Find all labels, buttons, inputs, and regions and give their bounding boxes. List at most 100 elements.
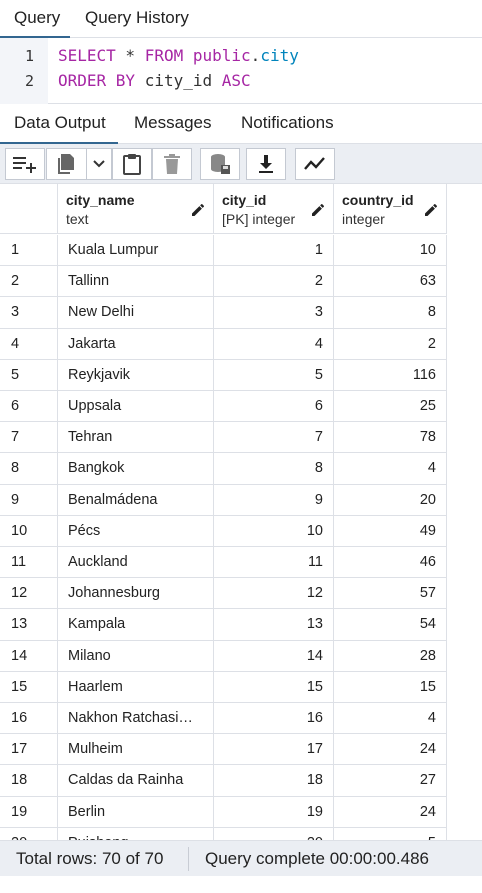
table-row[interactable]: 2 Tallinn 2 63 xyxy=(0,266,447,298)
cell-country-id[interactable]: 4 xyxy=(334,453,447,485)
row-number-cell[interactable]: 13 xyxy=(0,609,58,641)
cell-city-id[interactable]: 17 xyxy=(214,734,334,766)
tab-data-output[interactable]: Data Output xyxy=(0,104,118,145)
table-row[interactable]: 5 Reykjavik 5 116 xyxy=(0,359,447,391)
cell-city-id[interactable]: 12 xyxy=(214,578,334,610)
cell-city-id[interactable]: 4 xyxy=(214,328,334,360)
cell-country-id[interactable]: 49 xyxy=(334,515,447,547)
cell-city-id[interactable]: 19 xyxy=(214,796,334,828)
row-number-cell[interactable]: 1 xyxy=(0,235,58,267)
copy-button[interactable] xyxy=(46,148,86,180)
cell-city-name[interactable]: Benalmádena xyxy=(58,484,214,516)
cell-city-name[interactable]: Tallinn xyxy=(58,266,214,298)
cell-country-id[interactable]: 10 xyxy=(334,235,447,267)
table-row[interactable]: 20Puishong205 xyxy=(0,827,447,840)
table-row[interactable]: 6 Uppsala 6 25 xyxy=(0,391,447,423)
cell-city-name[interactable]: Berlin xyxy=(58,796,214,828)
cell-country-id[interactable]: 54 xyxy=(334,609,447,641)
cell-city-id[interactable]: 2 xyxy=(214,266,334,298)
cell-city-id[interactable]: 11 xyxy=(214,547,334,579)
cell-city-name[interactable]: Milano xyxy=(58,640,214,672)
table-row[interactable]: 11 Auckland 11 46 xyxy=(0,547,447,579)
pencil-icon[interactable] xyxy=(311,203,325,222)
cell-city-id[interactable]: 15 xyxy=(214,671,334,703)
table-row[interactable]: 12 Johannesburg 12 57 xyxy=(0,578,447,610)
cell-city-name[interactable]: Mulheim xyxy=(58,734,214,766)
cell-city-id[interactable]: 3 xyxy=(214,297,334,329)
pencil-icon[interactable] xyxy=(424,203,438,222)
cell-city-id[interactable]: 14 xyxy=(214,640,334,672)
cell-city-name[interactable]: Kuala Lumpur xyxy=(58,235,214,267)
cell-country-id[interactable]: 116 xyxy=(334,359,447,391)
table-row[interactable]: 14 Milano 14 28 xyxy=(0,640,447,672)
cell-city-id[interactable]: 8 xyxy=(214,453,334,485)
cell-country-id[interactable]: 78 xyxy=(334,422,447,454)
cell-city-name[interactable]: Tehran xyxy=(58,422,214,454)
row-number-cell[interactable]: 20 xyxy=(0,827,58,840)
row-number-cell[interactable]: 18 xyxy=(0,765,58,797)
cell-country-id[interactable]: 28 xyxy=(334,640,447,672)
cell-city-id[interactable]: 1 xyxy=(214,235,334,267)
cell-country-id[interactable]: 4 xyxy=(334,703,447,735)
row-number-cell[interactable]: 7 xyxy=(0,422,58,454)
cell-country-id[interactable]: 24 xyxy=(334,796,447,828)
cell-city-name[interactable]: Puishong xyxy=(58,827,214,840)
row-number-cell[interactable]: 9 xyxy=(0,484,58,516)
table-row[interactable]: 7 Tehran 7 78 xyxy=(0,422,447,454)
code-line-2[interactable]: ORDER BY city_id ASC xyxy=(58,71,251,90)
table-row[interactable]: 15 Haarlem 15 15 xyxy=(0,671,447,703)
pencil-icon[interactable] xyxy=(191,203,205,222)
cell-country-id[interactable]: 15 xyxy=(334,671,447,703)
cell-country-id[interactable]: 63 xyxy=(334,266,447,298)
copy-options-dropdown[interactable] xyxy=(86,148,112,180)
row-number-cell[interactable]: 17 xyxy=(0,734,58,766)
cell-city-name[interactable]: Bangkok xyxy=(58,453,214,485)
cell-city-name[interactable]: Jakarta xyxy=(58,328,214,360)
table-row[interactable]: 4 Jakarta 4 2 xyxy=(0,328,447,360)
table-row[interactable]: 10 Pécs 10 49 xyxy=(0,515,447,547)
table-row[interactable]: 3 New Delhi 3 8 xyxy=(0,297,447,329)
row-number-cell[interactable]: 19 xyxy=(0,796,58,828)
cell-country-id[interactable]: 20 xyxy=(334,484,447,516)
cell-city-id[interactable]: 9 xyxy=(214,484,334,516)
cell-city-name[interactable]: Johannesburg xyxy=(58,578,214,610)
column-header-city-id[interactable]: city_id [PK] integer xyxy=(214,184,334,234)
column-header-city-name[interactable]: city_name text xyxy=(58,184,214,234)
cell-city-name[interactable]: Kampala xyxy=(58,609,214,641)
code-line-1[interactable]: SELECT * FROM public.city xyxy=(58,46,299,65)
row-number-cell[interactable]: 14 xyxy=(0,640,58,672)
table-row[interactable]: 9 Benalmádena 9 20 xyxy=(0,484,447,516)
paste-button[interactable] xyxy=(112,148,152,180)
table-row[interactable]: 8 Bangkok 8 4 xyxy=(0,453,447,485)
tab-query-history[interactable]: Query History xyxy=(85,8,189,27)
cell-city-id[interactable]: 16 xyxy=(214,703,334,735)
cell-city-name[interactable]: Reykjavik xyxy=(58,359,214,391)
cell-country-id[interactable]: 2 xyxy=(334,328,447,360)
row-number-cell[interactable]: 11 xyxy=(0,547,58,579)
cell-city-id[interactable]: 13 xyxy=(214,609,334,641)
row-number-cell[interactable]: 16 xyxy=(0,703,58,735)
sql-editor[interactable]: 1 2 SELECT * FROM public.city ORDER BY c… xyxy=(0,38,482,104)
table-row[interactable]: 13 Kampala 13 54 xyxy=(0,609,447,641)
table-row[interactable]: 1 Kuala Lumpur 1 10 xyxy=(0,235,447,267)
row-number-cell[interactable]: 2 xyxy=(0,266,58,298)
data-grid[interactable]: city_name text city_id [PK] integer coun… xyxy=(0,184,482,840)
cell-city-id[interactable]: 20 xyxy=(214,827,334,840)
table-row[interactable]: 18 Caldas da Rainha 18 27 xyxy=(0,765,447,797)
cell-city-name[interactable]: New Delhi xyxy=(58,297,214,329)
tab-query[interactable]: Query xyxy=(0,0,71,39)
cell-city-name[interactable]: Haarlem xyxy=(58,671,214,703)
cell-city-name[interactable]: Uppsala xyxy=(58,391,214,423)
cell-city-name[interactable]: Pécs xyxy=(58,515,214,547)
cell-city-id[interactable]: 10 xyxy=(214,515,334,547)
cell-city-name[interactable]: Auckland xyxy=(58,547,214,579)
row-number-cell[interactable]: 4 xyxy=(0,328,58,360)
row-number-cell[interactable]: 15 xyxy=(0,671,58,703)
row-number-cell[interactable]: 10 xyxy=(0,515,58,547)
cell-city-id[interactable]: 5 xyxy=(214,359,334,391)
cell-country-id[interactable]: 25 xyxy=(334,391,447,423)
cell-country-id[interactable]: 57 xyxy=(334,578,447,610)
delete-button[interactable] xyxy=(152,148,192,180)
row-number-cell[interactable]: 8 xyxy=(0,453,58,485)
graph-visualiser-button[interactable] xyxy=(295,148,335,180)
